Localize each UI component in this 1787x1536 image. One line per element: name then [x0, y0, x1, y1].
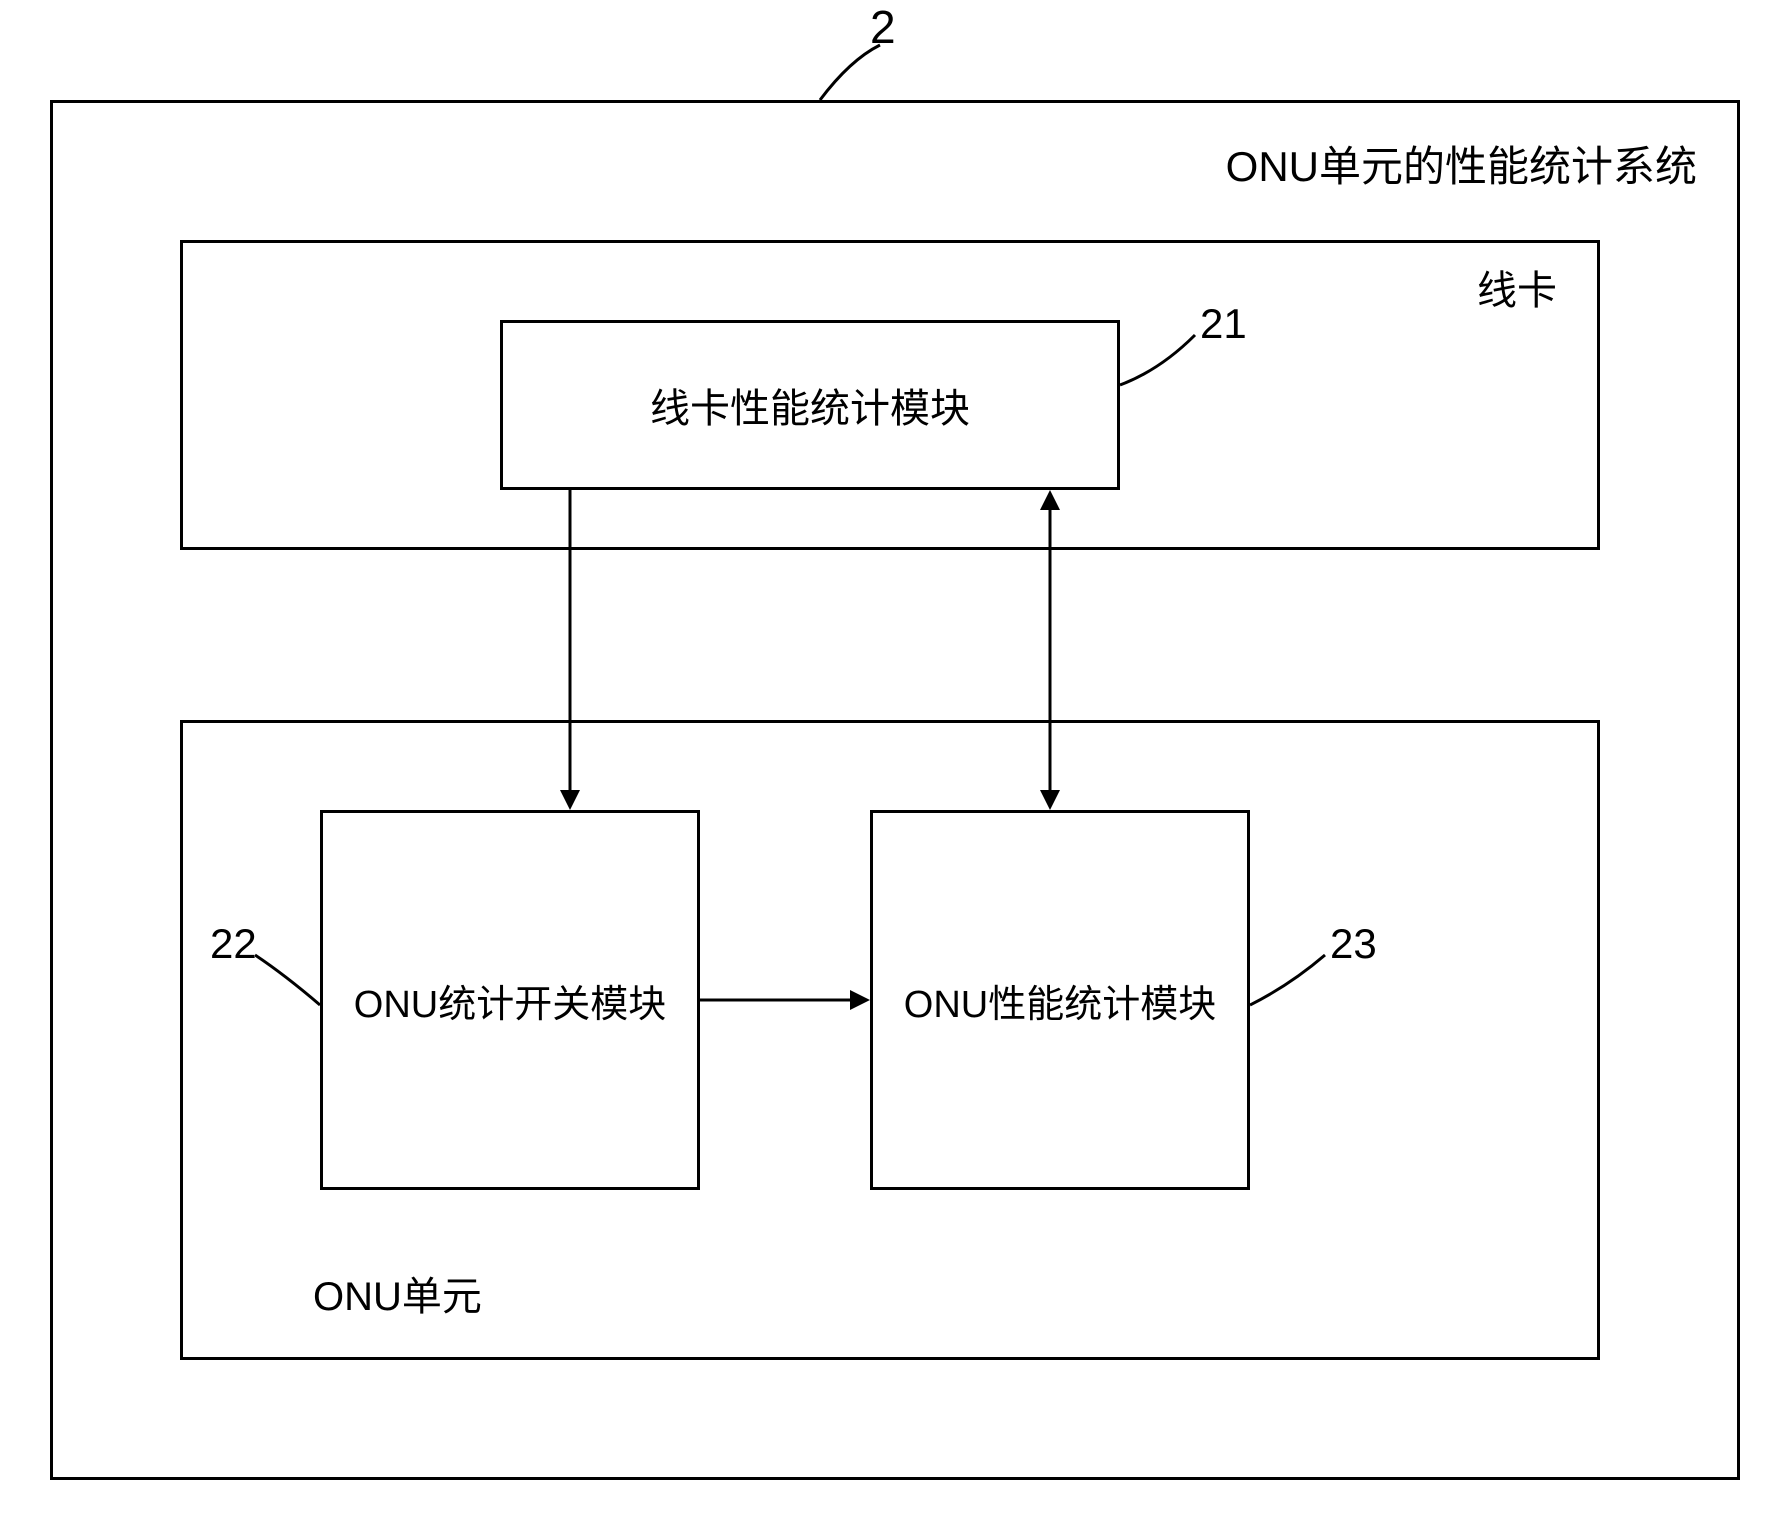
onu-stats-module-label: ONU性能统计模块 — [904, 973, 1216, 1028]
line-card-module: 线卡性能统计模块 — [500, 320, 1120, 490]
onu-unit-label: ONU单元 — [313, 1264, 482, 1322]
onu-switch-module: ONU统计开关模块 — [320, 810, 700, 1190]
onu-stats-module: ONU性能统计模块 — [870, 810, 1250, 1190]
line-card-module-label: 线卡性能统计模块 — [650, 376, 970, 434]
ref-23: 23 — [1330, 920, 1377, 968]
onu-switch-module-label: ONU统计开关模块 — [354, 973, 666, 1028]
diagram-container: 2 ONU单元的性能统计系统 线卡 线卡性能统计模块 21 ONU单元 ONU统… — [0, 0, 1787, 1536]
ref-22: 22 — [210, 920, 257, 968]
line-card-label: 线卡 — [1477, 258, 1557, 316]
outer-ref-number: 2 — [870, 0, 896, 54]
ref-21: 21 — [1200, 300, 1247, 348]
outer-system-label: ONU单元的性能统计系统 — [1226, 133, 1697, 194]
